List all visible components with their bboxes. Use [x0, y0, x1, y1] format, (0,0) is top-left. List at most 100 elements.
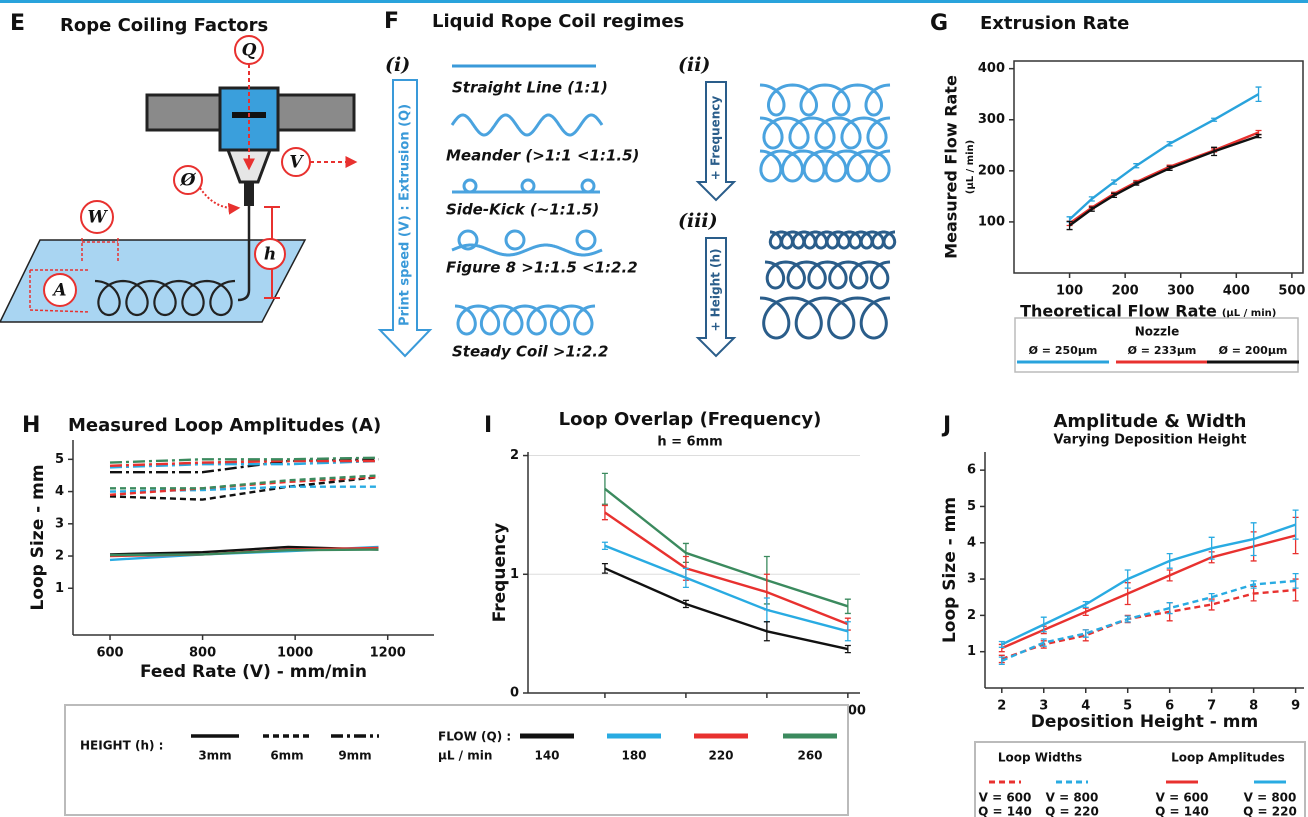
x-tick-label: 600 [96, 646, 123, 661]
error-bar [1166, 553, 1173, 569]
error-bar [1255, 133, 1262, 139]
x-axis-label: Feed Rate (V) - mm/min [140, 662, 367, 682]
series-line [1001, 588, 1296, 661]
panel-title: Liquid Rope Coil regimes [432, 11, 684, 32]
legend-title: Loop Widths [998, 751, 1082, 765]
legend-label: Ø = 250μm [1029, 344, 1098, 357]
regime-label: Meander (>1:1 <1:1.5) [446, 147, 639, 165]
error-bar [1124, 569, 1131, 589]
x-tick-label: 1200 [370, 646, 406, 661]
error-bar [1066, 220, 1073, 231]
y-tick-label: 400 [978, 61, 1005, 76]
legend-label: 220 [708, 749, 733, 763]
chart-title: Amplitude & Width [1054, 411, 1247, 432]
panel-label: H [22, 413, 40, 438]
x-tick-label: 800 [189, 646, 216, 661]
regime-label: Steady Coil >1:2.2 [452, 343, 608, 361]
y-axis-label: Loop Size - mm [28, 464, 48, 610]
series-line [1001, 579, 1296, 662]
error-bar [1166, 602, 1173, 615]
error-bar [1111, 192, 1118, 199]
symbol: h [264, 245, 276, 265]
y-tick-label: 5 [55, 452, 64, 467]
y-tick-label: 1 [510, 567, 519, 582]
panel-label: F [384, 9, 399, 34]
x-axis-unit: (μL / min) [1222, 308, 1276, 319]
panel-label: J [941, 413, 951, 438]
legend-label: 9mm [338, 749, 371, 763]
x-tick-label: 4 [1081, 699, 1090, 714]
arrow-label: + Height (h) [709, 248, 723, 331]
error-bar [1082, 607, 1089, 617]
series-line [110, 474, 379, 490]
series-line [109, 459, 379, 467]
legend-box [64, 704, 849, 816]
coiling-diagram: Q V Ø h W A [0, 35, 358, 323]
rope-loop [580, 178, 596, 194]
x-tick-label: 2 [997, 699, 1006, 714]
error-bar [1124, 615, 1131, 623]
series-line [604, 511, 849, 626]
rope [764, 260, 891, 290]
legend-label: Ø = 233μm [1128, 344, 1197, 357]
series-line [604, 567, 849, 651]
freq-arrow [695, 81, 737, 202]
symbol: W [87, 208, 108, 228]
rope-drawings [94, 83, 897, 340]
y-tick-label: 2 [510, 448, 519, 463]
y-tick-label: 300 [978, 112, 1005, 127]
symbol-circle [80, 200, 114, 234]
series-line [109, 548, 379, 557]
error-bar [844, 598, 851, 615]
y-tick-label: 5 [967, 499, 976, 514]
legend-label: Q = 140 [978, 805, 1032, 817]
y-axis-unit: (μL / min) [965, 140, 976, 194]
error-bar [1250, 522, 1257, 557]
rope [450, 113, 604, 137]
y-tick-label: 1 [967, 644, 976, 659]
y-tick-label: 1 [55, 581, 64, 596]
group-label: (iii) [678, 210, 718, 232]
error-bar [1088, 196, 1095, 202]
series-line [1001, 534, 1296, 650]
error-bar [1088, 206, 1095, 212]
error-bar [1133, 181, 1140, 186]
error-bar [1040, 616, 1047, 633]
y-axis-label: Measured Flow Rate [942, 75, 961, 259]
chart-title: Measured Loop Amplitudes (A) [68, 415, 381, 436]
regime-label: Side-Kick (~1:1.5) [446, 201, 599, 219]
rope [759, 116, 891, 150]
symbol-circle [173, 165, 203, 195]
legend-label: V = 600 [979, 791, 1032, 805]
panel-label: E [10, 11, 25, 36]
legend-title: Loop Amplitudes [1171, 751, 1285, 765]
x-axis-label: Deposition Height - mm [1031, 712, 1258, 732]
rope [454, 304, 596, 336]
legend-title: HEIGHT (h) : [80, 739, 163, 753]
error-bar [763, 621, 770, 642]
rope [759, 296, 891, 340]
y-tick-label: 100 [978, 214, 1005, 229]
x-tick-label: 300 [1167, 284, 1194, 299]
y-tick-label: 4 [55, 484, 64, 499]
group-label: (i) [385, 54, 410, 76]
error-bar [601, 541, 608, 550]
y-tick-label: 3 [55, 516, 64, 531]
diameter-arrow [199, 187, 241, 215]
big-arrow [377, 79, 433, 358]
symbol: A [51, 281, 66, 301]
x-axis-label: Theoretical Flow Rate [1020, 302, 1217, 321]
filament [237, 206, 251, 302]
y-tick-label: 3 [967, 572, 976, 587]
chart-subtitle: Varying Deposition Height [1054, 433, 1247, 448]
error-bar [682, 567, 689, 588]
legend-label: Ø = 200μm [1219, 344, 1288, 357]
error-bar [1250, 580, 1257, 589]
error-bar [1082, 600, 1089, 609]
x-tick-label: 100 [1056, 284, 1083, 299]
legend-label: Q = 220 [1045, 805, 1099, 817]
chart-subtitle: h = 6mm [657, 435, 722, 450]
x-tick-label: 7 [1207, 699, 1216, 714]
chart-title: Extrusion Rate [980, 13, 1129, 34]
y-tick-label: 6 [967, 463, 976, 478]
